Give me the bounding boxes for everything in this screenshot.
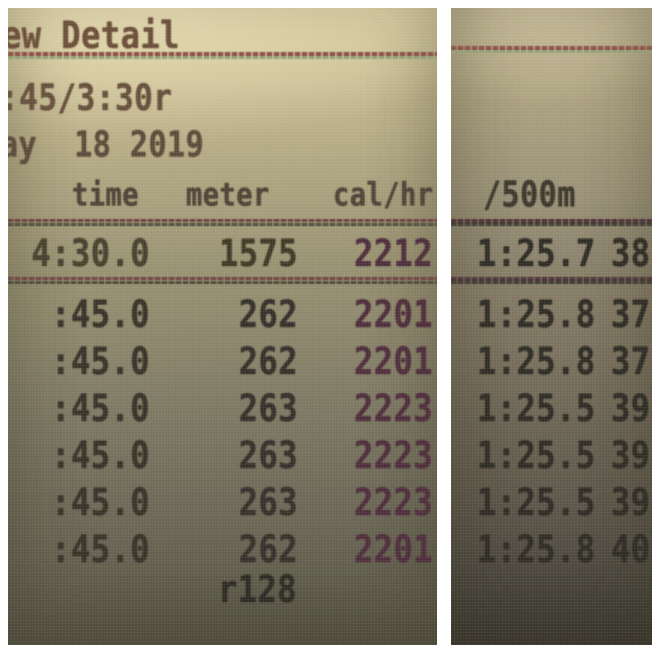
interval-row: :45.0 262 2201 [8,339,433,384]
summary-calhr-cell: 2212 [353,230,433,276]
interval-row: :45.0 262 2201 [8,292,433,337]
calhr-cell: 2201 [353,526,433,572]
pace-cell: 1:25.8 [477,291,596,337]
spm-cell: 39 [611,479,651,525]
time-cell: :45.0 [51,479,150,525]
spm-cell: 40 [611,526,651,572]
interval-row: 1:25.8 37 [451,339,652,384]
column-header-meter: meter [186,177,270,214]
pace-cell: 1:25.8 [477,526,596,572]
interval-row: 1:25.5 39 [451,433,652,478]
summary-meter-cell: 1575 [218,230,298,276]
interval-row: 1:25.8 37 [451,292,652,337]
interval-row: :45.0 263 2223 [8,480,433,525]
left-photo-panel: ew Detail :45/3:30r ay 18 2019 time mete… [8,8,437,645]
title-divider-red-line [451,46,652,50]
time-cell: :45.0 [51,338,150,384]
calhr-cell: 2223 [353,432,433,478]
summary-bottom-divider-olive [8,281,437,284]
right-photo-panel: /500m 1:25.7 38 1:25.8 37 1:25.8 37 1:25… [451,8,652,645]
spm-cell: 39 [611,432,651,478]
calhr-cell: 2201 [353,291,433,337]
summary-bottom-divider-maroon [8,277,437,280]
calhr-cell: 2223 [353,385,433,431]
summary-row: 1:25.7 38 [451,231,652,276]
summary-spm-cell: 38 [611,230,651,276]
summary-top-divider-maroon [8,219,437,222]
interval-spec: :45/3:30r [8,76,173,120]
column-header-time: time [72,177,140,214]
summary-row: 4:30.0 1575 2212 [8,231,433,276]
spm-cell: 37 [611,338,651,384]
interval-row: 1:25.5 39 [451,480,652,525]
summary-bottom-divider [451,277,652,281]
time-cell: :45.0 [51,385,150,431]
summary-top-divider [451,219,652,223]
summary-bottom-divider-olive [451,281,652,284]
interval-row: 1:25.5 39 [451,386,652,431]
meter-cell: 263 [238,432,298,478]
summary-top-divider-olive [8,223,437,226]
column-header-calhr: cal/hr [333,177,434,214]
pace-cell: 1:25.5 [477,479,596,525]
interval-row: :45.0 263 2223 [8,433,433,478]
meter-cell: 262 [238,291,298,337]
spm-cell: 39 [611,385,651,431]
interval-row: :45.0 262 2201 [8,527,433,572]
summary-time-cell: 4:30.0 [31,230,150,276]
time-cell: :45.0 [51,432,150,478]
workout-date: ay 18 2019 [8,124,205,167]
time-cell: :45.0 [51,291,150,337]
pace-cell: 1:25.8 [477,338,596,384]
pace-cell: 1:25.5 [477,432,596,478]
table-header-row: time meter cal/hr [8,177,437,214]
rest-meters-value: r128 [217,566,297,612]
meter-cell: 263 [238,385,298,431]
title-divider-green-line [451,50,652,53]
time-cell: :45.0 [51,526,150,572]
interval-row: :45.0 263 2223 [8,386,433,431]
title-divider-green-line [8,56,437,59]
summary-pace-cell: 1:25.7 [477,230,596,276]
meter-cell: 262 [238,338,298,384]
interval-row: 1:25.8 40 [451,527,652,572]
pace-cell: 1:25.5 [477,385,596,431]
meter-cell: 262 [238,526,298,572]
meter-cell: 263 [238,479,298,525]
calhr-cell: 2201 [353,338,433,384]
spm-cell: 37 [611,291,651,337]
summary-top-divider-olive [451,223,652,226]
calhr-cell: 2223 [353,479,433,525]
left-lcd-content: ew Detail :45/3:30r ay 18 2019 time mete… [8,8,437,645]
page-title: ew Detail [8,12,180,58]
right-lcd-content: /500m 1:25.7 38 1:25.8 37 1:25.8 37 1:25… [451,8,652,645]
column-header-pace: /500m [483,174,576,217]
title-divider-red-line [8,52,437,56]
